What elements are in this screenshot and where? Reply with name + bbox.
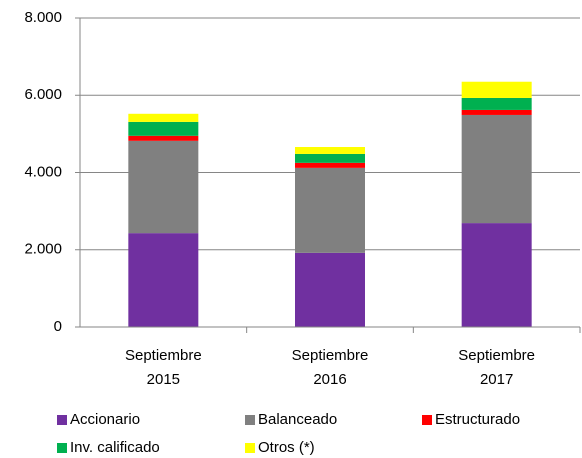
legend-swatch [245,415,255,425]
bar-segment [128,121,199,136]
x-tick-label: Septiembre 2015 [124,347,202,388]
y-tick-label: 2.000 [24,241,62,258]
bar-segment [461,97,532,110]
legend-swatch [57,443,67,453]
bar-segment [128,140,199,234]
legend-label: Estructurado [435,411,520,428]
legend-swatch [57,415,67,425]
bar-segment [295,252,365,327]
y-tick-label: 4.000 [24,163,62,180]
y-tick-label: 8.000 [24,9,62,26]
legend-label: Inv. calificado [70,439,160,456]
bar-segment [461,114,532,224]
bar-segment [295,147,365,154]
y-tick-label: 6.000 [24,86,62,103]
bar-segment [295,162,365,168]
legend-swatch [422,415,432,425]
legend-label: Otros (*) [258,439,315,456]
bar-segment [295,167,365,253]
bar-segment [461,109,532,115]
bar-segment [461,81,532,98]
bar-segment [461,223,532,327]
legend-swatch [245,443,255,453]
bar-segment [128,233,199,327]
x-tick-label: Septiembre 2016 [291,347,369,388]
bar-segment [295,153,365,163]
legend-label: Balanceado [258,411,337,428]
bar-segment [128,113,199,122]
y-tick-label: 0 [54,318,62,335]
x-tick-label: Septiembre 2017 [458,347,536,388]
bar-segment [128,135,199,141]
legend-label: Accionario [70,411,140,428]
